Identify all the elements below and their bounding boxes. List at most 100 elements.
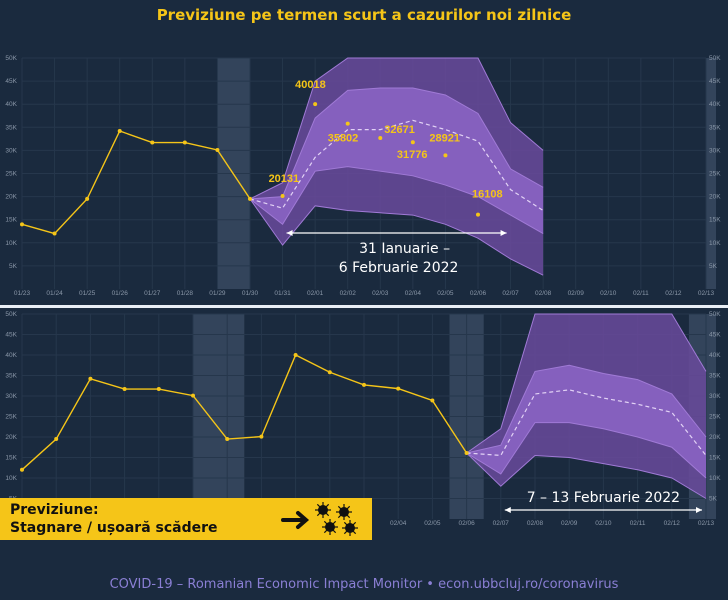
x-tick-label: 01/24 xyxy=(46,290,63,297)
chart-panel-2: 5K5K10K10K15K15K20K20K25K25K30K30K35K35K… xyxy=(5,308,722,529)
virus-icon-spike xyxy=(349,527,357,535)
x-tick-label: 01/23 xyxy=(14,290,31,297)
y-tick-label-right: 30K xyxy=(709,147,721,154)
y-tick-label-right: 20K xyxy=(709,194,721,201)
actual-point xyxy=(150,140,155,145)
actual-point xyxy=(88,376,93,381)
x-tick-label: 02/06 xyxy=(458,520,475,527)
virus-icon-spike xyxy=(337,511,345,519)
band-edge-line xyxy=(466,364,707,454)
y-tick-label-right: 5K xyxy=(709,263,718,270)
band-edge-line xyxy=(249,57,544,200)
y-tick-label-left: 25K xyxy=(5,171,17,178)
shaded-region xyxy=(706,58,716,289)
y-tick-label-right: 20K xyxy=(709,434,721,441)
callout-box xyxy=(0,498,372,540)
x-tick-label: 02/12 xyxy=(664,520,681,527)
actual-point xyxy=(156,387,161,392)
x-tick-label: 02/10 xyxy=(595,520,612,527)
y-tick-label-left: 30K xyxy=(5,393,17,400)
x-tick-label: 02/11 xyxy=(633,290,649,297)
actual-point xyxy=(248,196,252,201)
band-edge-line xyxy=(466,422,707,479)
band-edge-line xyxy=(466,313,707,454)
y-tick-label-left: 40K xyxy=(5,101,17,108)
range-label-line1: 31 Ianuarie – xyxy=(359,241,450,257)
actual-point xyxy=(215,147,220,152)
actual-point xyxy=(20,222,24,227)
virus-icon-spike xyxy=(329,526,337,534)
y-tick-label-left: 30K xyxy=(5,147,17,154)
virus-icon-spike xyxy=(323,526,331,534)
band-edge-line xyxy=(249,166,544,234)
x-tick-label: 02/11 xyxy=(630,520,646,527)
virus-icon-spike xyxy=(322,503,330,511)
virus-icon-spike xyxy=(316,503,324,511)
arrow-right-icon xyxy=(281,511,310,529)
virus-icon-spike xyxy=(322,509,330,517)
forecast-point xyxy=(280,193,285,198)
virus-icon-spike xyxy=(323,520,331,528)
forecast-point xyxy=(476,212,480,217)
data-label: 20131 xyxy=(269,173,300,185)
y-tick-label-right: 35K xyxy=(709,124,721,131)
y-tick-label-left: 20K xyxy=(5,434,17,441)
actual-point xyxy=(362,382,366,387)
actual-point xyxy=(191,393,195,398)
forecast-inner-band xyxy=(466,365,706,478)
actual-point xyxy=(293,353,298,357)
x-tick-label: 02/03 xyxy=(372,290,389,297)
y-tick-label-left: 50K xyxy=(5,311,17,318)
y-tick-label-right: 10K xyxy=(709,475,721,482)
actual-point xyxy=(430,398,435,403)
y-tick-label-right: 10K xyxy=(709,240,721,247)
y-tick-label-right: 40K xyxy=(709,101,721,108)
data-label: 40018 xyxy=(295,79,326,91)
actual-point xyxy=(396,386,401,391)
actual-point xyxy=(225,437,230,442)
x-tick-label: 02/02 xyxy=(340,290,357,297)
forecast-median-line xyxy=(249,119,544,211)
range-arrow-head-left xyxy=(504,507,511,513)
y-tick-label-left: 15K xyxy=(5,455,17,462)
x-tick-label: 02/04 xyxy=(405,290,422,297)
x-tick-label: 02/05 xyxy=(437,290,454,297)
y-tick-label-left: 35K xyxy=(5,373,17,380)
data-label: 16108 xyxy=(472,189,503,201)
y-tick-label-left: 5K xyxy=(9,263,18,270)
x-tick-label: 01/30 xyxy=(242,290,259,297)
data-label: 32671 xyxy=(384,124,415,136)
actual-point xyxy=(20,467,24,472)
actual-point xyxy=(259,434,264,439)
actual-point xyxy=(117,128,122,133)
actual-cases-line xyxy=(21,130,251,235)
range-label-line2: 6 Februarie 2022 xyxy=(339,260,459,276)
y-tick-label-right: 25K xyxy=(709,171,721,178)
y-tick-label-right: 50K xyxy=(709,55,721,62)
y-tick-label-right: 15K xyxy=(709,217,721,224)
footer-credit: COVID-19 – Romanian Economic Impact Moni… xyxy=(109,577,619,592)
actual-point xyxy=(54,437,59,442)
x-tick-label: 02/08 xyxy=(527,520,544,527)
actual-point xyxy=(85,196,90,201)
actual-cases-line xyxy=(21,354,468,471)
x-tick-label: 02/07 xyxy=(493,520,510,527)
band-edge-line xyxy=(249,87,544,200)
y-tick-label-right: 15K xyxy=(709,455,721,462)
x-tick-label: 02/04 xyxy=(390,520,407,527)
data-label: 28921 xyxy=(429,132,460,144)
y-tick-label-left: 10K xyxy=(5,475,17,482)
x-tick-label: 01/27 xyxy=(144,290,161,297)
y-tick-label-left: 40K xyxy=(5,352,17,359)
x-tick-label: 01/29 xyxy=(209,290,226,297)
x-tick-label: 02/06 xyxy=(470,290,487,297)
y-tick-label-left: 50K xyxy=(5,55,17,62)
virus-icon-spike xyxy=(316,509,324,517)
callout-title: Previziune: xyxy=(10,502,99,518)
virus-icon-spike xyxy=(343,521,351,529)
y-tick-label-left: 45K xyxy=(5,78,17,85)
forecast-point xyxy=(443,153,448,158)
virus-icon-spike xyxy=(349,521,357,529)
y-tick-label-right: 45K xyxy=(709,332,721,339)
